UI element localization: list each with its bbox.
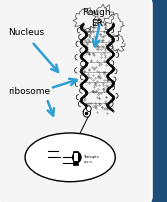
Circle shape [87, 106, 91, 112]
Text: Nucleus: Nucleus [8, 28, 44, 37]
Circle shape [83, 109, 91, 118]
Text: Rough
ER: Rough ER [82, 8, 111, 27]
FancyBboxPatch shape [0, 0, 152, 202]
Circle shape [73, 153, 81, 163]
Ellipse shape [25, 133, 115, 182]
Text: Tranupto
n.s.n.: Tranupto n.s.n. [84, 154, 99, 163]
Text: ribosome: ribosome [8, 86, 50, 95]
Bar [74, 154, 78, 162]
Bar [73, 152, 78, 166]
